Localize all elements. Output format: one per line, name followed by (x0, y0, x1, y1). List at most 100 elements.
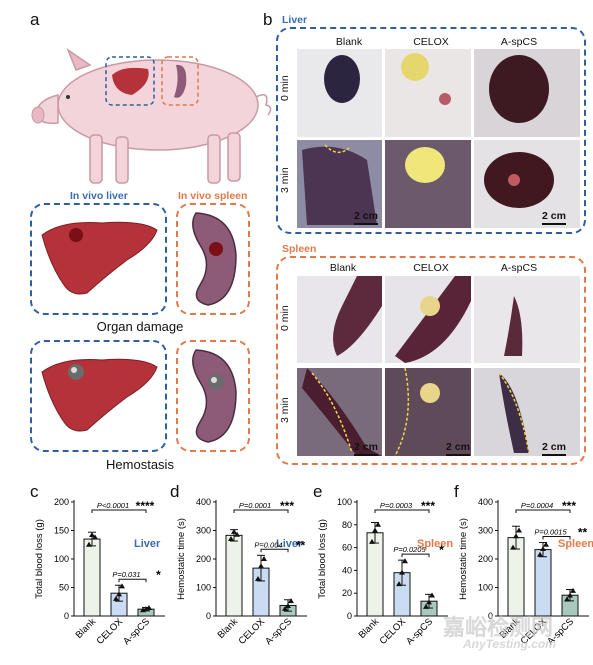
x-tick-label: Blank (216, 616, 241, 641)
watermark-cn: 嘉峪检测网 (443, 615, 554, 640)
data-point (146, 605, 152, 611)
data-point (258, 563, 264, 569)
data-point (372, 527, 378, 533)
significance-stars: *** (562, 499, 576, 513)
chart-e-blood-loss-spleen: 0 20 40 60 80 100 Total blood loss (g) BlankCEL… (317, 497, 453, 647)
data-point (567, 592, 573, 598)
data-point (513, 533, 519, 539)
significance-stars: *** (421, 499, 435, 513)
liver-col-aspcs: A-spCS (500, 36, 538, 48)
significance-stars: **** (136, 499, 155, 513)
y-tick-label: 20 (342, 588, 352, 598)
liver-col-celox: CELOX (413, 36, 449, 48)
panel-b-label: b (263, 10, 273, 29)
y-axis-title: Total blood loss (g) (34, 519, 45, 599)
spleen-damage-box (176, 203, 250, 315)
liver-blank-3min-photo (297, 140, 382, 228)
data-point (92, 534, 98, 540)
bar-blank (366, 532, 384, 617)
liver-aspcs-0min-photo (474, 49, 580, 137)
data-point (255, 575, 261, 581)
liver-hemostasis-box (30, 340, 167, 452)
watermark-en: AnyTesting.com (463, 637, 556, 651)
y-tick-label: 100 (196, 583, 211, 593)
p-value-label: P=0.031 (112, 570, 140, 579)
liver-row-0min: 0 min (279, 75, 291, 101)
significance-bracket (260, 548, 289, 553)
data-point (426, 599, 432, 605)
chart-c-blood-loss-liver: 0 50 100 150 200 Total blood loss (g) BlankCEL… (34, 497, 165, 647)
significance-stars: *** (280, 499, 294, 513)
pig-illustration (31, 47, 272, 184)
p-value-label: P=0.0004 (521, 501, 553, 510)
x-tick-label: A-spCS (263, 616, 294, 647)
liver-blank-0min-photo (297, 49, 382, 137)
spleen-row-0min: 0 min (279, 305, 291, 331)
data-point (564, 596, 570, 602)
chart-d-hemostatic-time-liver: 0 100 200 300 400 Hemostatic time (s) BlankCEL… (176, 497, 307, 647)
spleen-col-blank: Blank (329, 262, 357, 274)
bar-celox (534, 549, 552, 617)
data-point (396, 581, 402, 587)
spleen-scale-bar-1: 2 cm (354, 441, 378, 456)
spleen-col-aspcs: A-spCS (500, 262, 538, 274)
significance-bracket (401, 553, 430, 558)
liver-row-3min: 3 min (279, 167, 291, 193)
y-tick-label: 100 (337, 497, 352, 507)
spleen-celox-3min-photo (385, 368, 471, 456)
y-tick-label: 200 (478, 554, 493, 564)
data-point (399, 569, 405, 575)
spleen-hemostasis-box (176, 340, 250, 452)
liver-col-blank: Blank (335, 36, 363, 48)
x-tick-label: Blank (357, 616, 382, 641)
data-point (113, 595, 119, 601)
data-point (570, 587, 576, 593)
y-tick-label: 0 (488, 611, 493, 621)
p-value-label: P=0.004 (254, 540, 282, 549)
p-value-label: P=0.0015 (534, 527, 567, 536)
x-tick-label: CELOX (378, 616, 409, 647)
y-tick-label: 40 (342, 565, 352, 575)
spleen-celox-0min-photo (385, 276, 471, 363)
p-value-label: P=0.0205 (393, 545, 426, 554)
y-tick-label: 0 (347, 611, 352, 621)
x-tick-label: A-spCS (404, 616, 435, 647)
significance-bracket (118, 578, 147, 583)
data-point (261, 556, 267, 561)
spleen-aspcs-0min-photo (474, 276, 580, 363)
data-point (369, 538, 375, 544)
y-tick-label: 300 (196, 526, 211, 536)
p-value-label: P<0.0001 (97, 501, 129, 510)
data-point (537, 551, 543, 557)
liver-scale-bar-1: 2 cm (354, 210, 378, 225)
series-label: Liver (134, 538, 161, 550)
liver-hemostasis-illustration (41, 358, 158, 432)
bar-blank (83, 538, 101, 617)
significance-bracket (374, 509, 430, 513)
data-point (116, 591, 122, 597)
spleen-blank-3min-photo (297, 368, 382, 456)
liver-aspcs-3min-photo (474, 140, 580, 228)
spleen-hemostasis-illustration (192, 349, 237, 443)
y-tick-label: 300 (478, 526, 493, 536)
y-tick-label: 200 (196, 554, 211, 564)
data-point (543, 541, 549, 547)
spleen-group-label: Spleen (282, 243, 317, 255)
spleen-scale-bar-2: 2 cm (446, 441, 470, 456)
significance-bracket (91, 509, 147, 513)
significance-stars: ** (578, 525, 588, 539)
y-tick-label: 150 (54, 526, 69, 536)
data-point (119, 583, 125, 589)
y-tick-label: 400 (478, 497, 493, 507)
y-tick-label: 100 (54, 554, 69, 564)
x-tick-label: CELOX (95, 616, 126, 647)
significance-stars: * (439, 543, 444, 557)
series-label: Liver (276, 538, 303, 550)
data-point (402, 558, 408, 564)
p-value-label: P=0.0003 (380, 501, 413, 510)
spleen-scale-bar-3: 2 cm (542, 441, 566, 456)
caption-hemostasis: Hemostasis (106, 457, 174, 472)
series-label: Spleen (417, 538, 453, 550)
x-tick-label: Blank (74, 616, 99, 641)
y-tick-label: 0 (64, 611, 69, 621)
